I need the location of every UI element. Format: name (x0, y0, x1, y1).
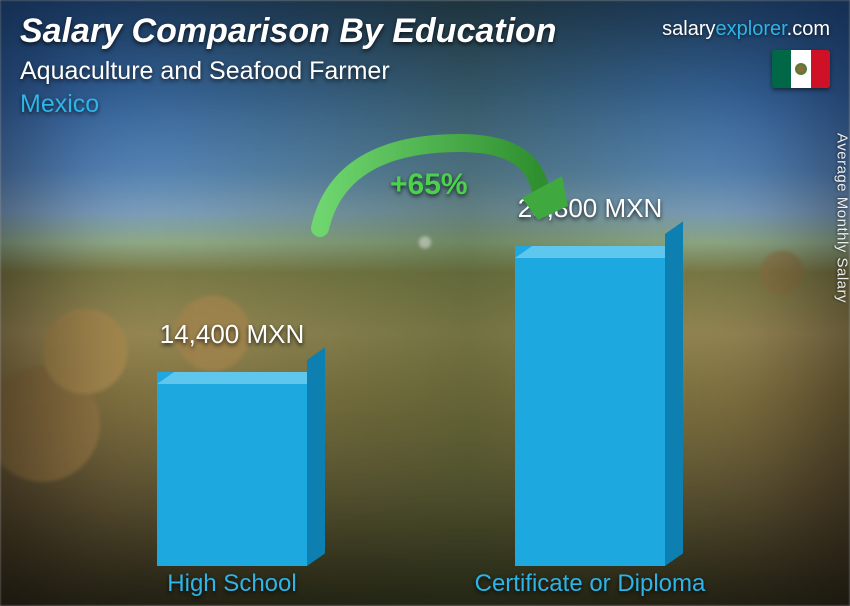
bar (157, 372, 307, 566)
brand: salaryexplorer.com (662, 18, 830, 41)
brand-part2: explorer (716, 18, 787, 40)
bar-group: 14,400 MXNHigh School (117, 319, 347, 566)
pct-change: +65% (390, 168, 468, 202)
growth-arrow: +65% (300, 128, 580, 268)
bar-value-label: 14,400 MXN (117, 319, 347, 350)
brand-part3: .com (787, 18, 830, 40)
category-label: High School (82, 570, 382, 598)
mexico-flag-icon (772, 50, 830, 88)
category-label: Certificate or Diploma (440, 570, 740, 598)
country: Mexico (20, 90, 830, 119)
subtitle: Aquaculture and Seafood Farmer (20, 57, 830, 86)
bar (515, 246, 665, 566)
brand-part1: salary (662, 18, 715, 40)
